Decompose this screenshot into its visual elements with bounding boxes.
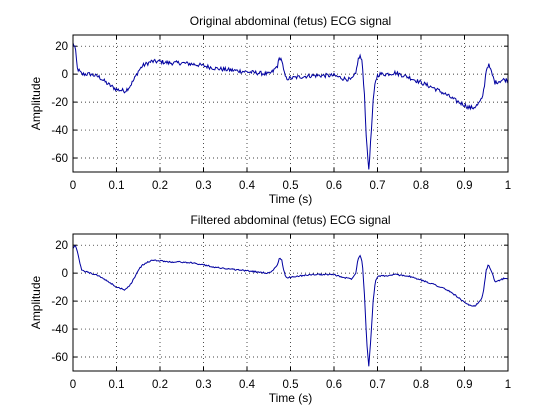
axes-frame — [72, 233, 509, 372]
x-tick-label: 0.8 — [413, 379, 429, 391]
x-tick-label: 0.2 — [152, 180, 168, 192]
ecg-panel-2: 0 0.1 0.2 0.3 0.4 0.5 0.6 0.7 0.8 0.9 1 20 0 -20 -40 -6… — [29, 213, 511, 405]
x-tick-label: 0.2 — [152, 379, 168, 391]
x-tick-label: 0.4 — [239, 379, 256, 391]
y-tick-label: -40 — [51, 125, 68, 137]
x-tick-label: 1 — [505, 180, 511, 192]
x-tick-label: 0.1 — [109, 379, 125, 391]
y-tick-label: 20 — [55, 240, 68, 252]
x-tick-label: 0.3 — [196, 379, 212, 391]
ecg-signal-line — [73, 42, 508, 170]
y-tick-label: -20 — [51, 97, 68, 109]
x-tick-label: 0.6 — [326, 379, 342, 391]
chart-title: Original abdominal (fetus) ECG signal — [190, 14, 391, 28]
y-axis-label: Amplitude — [29, 77, 43, 131]
y-tick-label: 20 — [55, 41, 68, 53]
x-tick-label: 0.6 — [326, 180, 342, 192]
x-tick-label: 0.4 — [239, 180, 256, 192]
y-tick-label: -20 — [51, 296, 68, 308]
y-tick-label: 0 — [62, 268, 68, 280]
y-tick-label: 0 — [62, 69, 68, 81]
chart-title: Filtered abdominal (fetus) ECG signal — [190, 213, 390, 227]
y-axis-label: Amplitude — [29, 276, 43, 330]
x-tick-label: 0.7 — [370, 379, 386, 391]
x-tick-label: 0 — [70, 379, 76, 391]
x-tick-label: 0.5 — [283, 180, 299, 192]
x-axis-label: Time (s) — [269, 192, 313, 206]
x-tick-label: 0 — [70, 180, 76, 192]
x-axis-label: Time (s) — [269, 391, 313, 405]
x-tick-label: 0.3 — [196, 180, 212, 192]
x-tick-label: 0.1 — [109, 180, 125, 192]
y-tick-label: -60 — [51, 352, 68, 364]
y-tick-label: -60 — [51, 153, 68, 165]
x-tick-label: 0.7 — [370, 180, 386, 192]
ecg-panel-1: 0 0.1 0.2 0.3 0.4 0.5 0.6 0.7 0.8 0.9 1 20 0 -20 -40 -6… — [29, 14, 511, 206]
axes-frame — [72, 34, 509, 173]
x-tick-label: 1 — [505, 379, 511, 391]
x-tick-label: 0.8 — [413, 180, 429, 192]
x-tick-label: 0.9 — [457, 379, 473, 391]
y-tick-label: -40 — [51, 324, 68, 336]
ecg-signal-line — [73, 245, 508, 367]
x-tick-label: 0.9 — [457, 180, 473, 192]
x-tick-label: 0.5 — [283, 379, 299, 391]
